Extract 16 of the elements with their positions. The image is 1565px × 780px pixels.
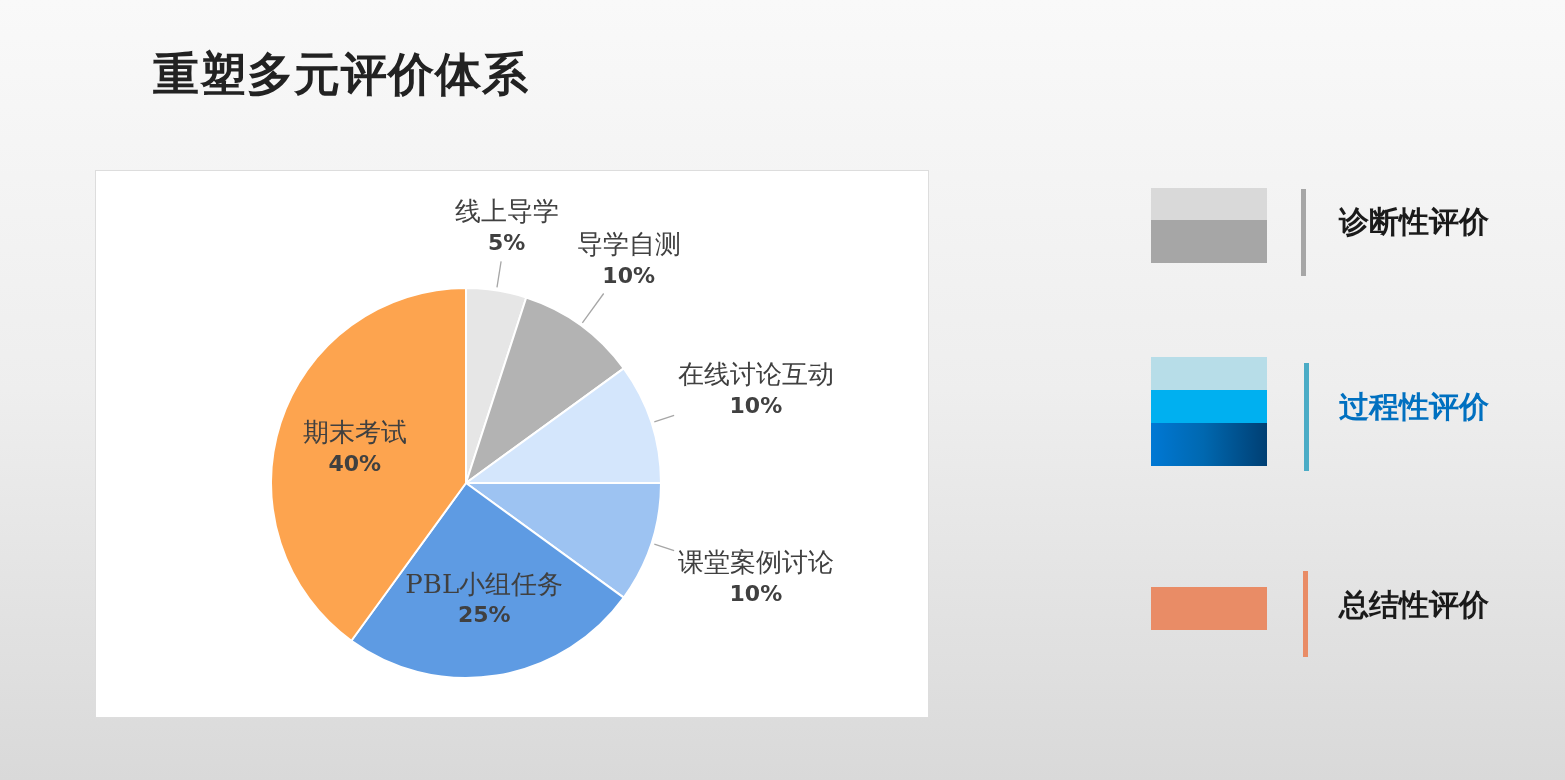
data-label: 25% [457, 602, 511, 628]
data-label: 5% [487, 229, 526, 255]
data-label: 10% [729, 392, 783, 418]
slice-label: 线上导学 [454, 196, 559, 227]
text: 诊断性评价 [1339, 202, 1489, 241]
slice-label: 期末考试 [302, 416, 407, 447]
slice-label: 课堂案例讨论 [677, 546, 834, 577]
data-label: 40% [328, 450, 382, 476]
slice-label: 在线讨论互动 [677, 358, 834, 389]
chart-title: 重塑多元评价体系 [153, 46, 529, 103]
text: 总结性评价 [1339, 585, 1489, 624]
slice-label: PBL小组任务 [405, 568, 564, 599]
slice-label: 导学自测 [576, 228, 681, 259]
data-label: 10% [729, 580, 783, 606]
text: 过程性评价 [1339, 387, 1489, 426]
data-label: 10% [602, 262, 656, 288]
